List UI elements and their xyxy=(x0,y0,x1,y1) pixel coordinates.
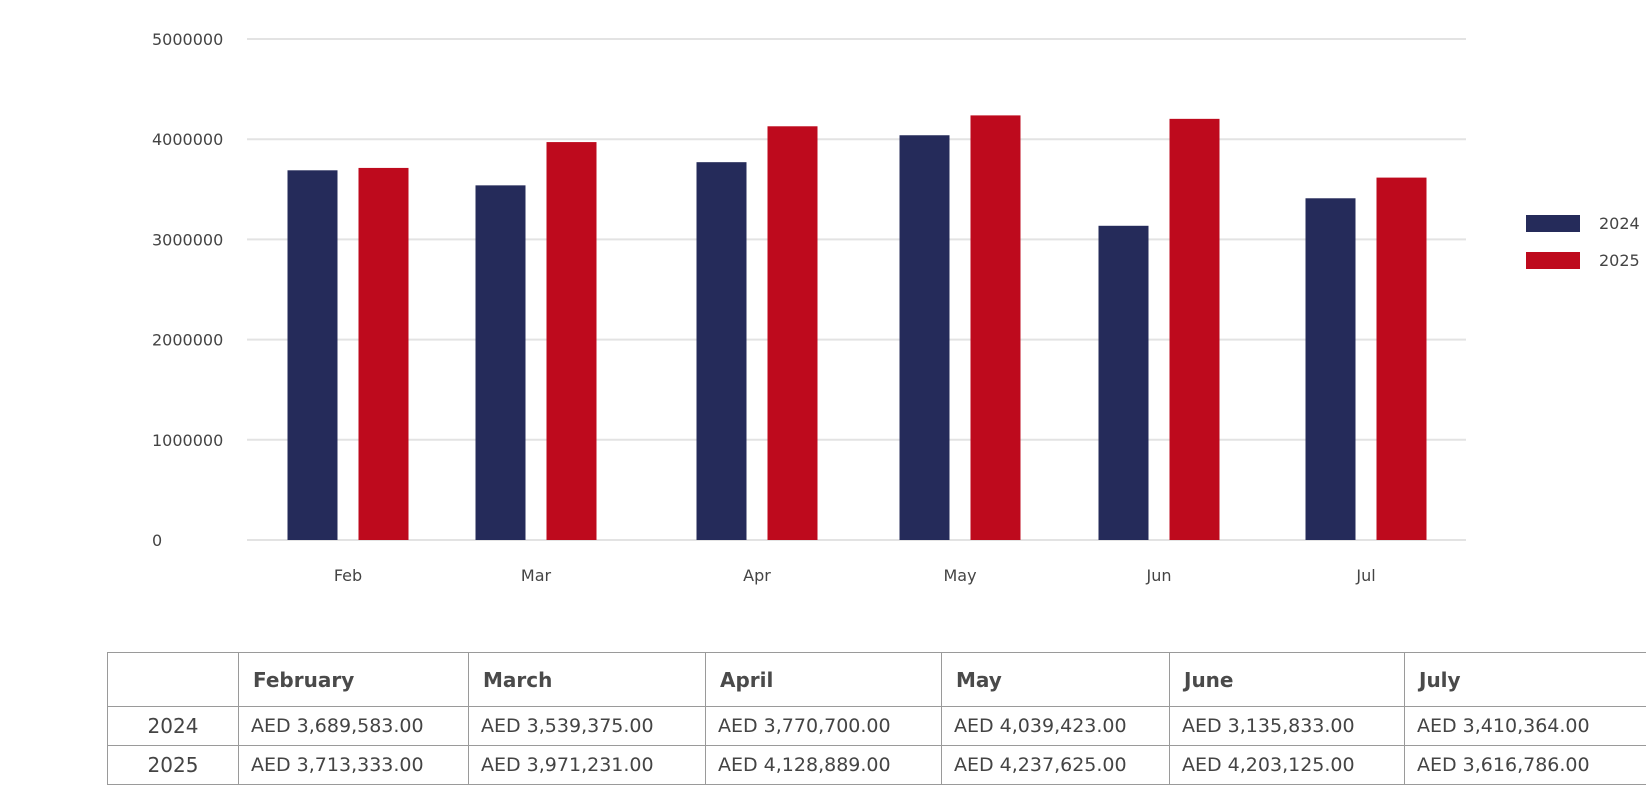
table-cell: AED 3,689,583.00 xyxy=(238,706,469,746)
legend-swatch-2025 xyxy=(1526,252,1580,269)
legend-label-2025: 2025 xyxy=(1599,251,1640,270)
bar-2024-mar xyxy=(475,185,526,541)
bar-2024-jul xyxy=(1305,198,1356,540)
table-header-april: April xyxy=(705,652,942,707)
bar-2024-jun xyxy=(1098,225,1149,540)
table-cell: AED 4,203,125.00 xyxy=(1169,745,1405,785)
table-header-july: July xyxy=(1404,652,1646,707)
y-axis: 0 1000000 2000000 3000000 4000000 5000000 xyxy=(152,30,223,550)
legend: 2024 2025 xyxy=(1526,214,1640,270)
table-header-corner xyxy=(107,652,239,707)
bar-2024-apr xyxy=(696,162,747,541)
x-axis: Feb Mar Apr May Jun Jul xyxy=(334,566,1376,585)
y-tick-label: 0 xyxy=(152,531,162,550)
table-cell: AED 4,237,625.00 xyxy=(941,745,1170,785)
table-header-march: March xyxy=(468,652,706,707)
x-tick-label: Jun xyxy=(1146,566,1172,585)
x-tick-label: Feb xyxy=(334,566,362,585)
row-label: 2024 xyxy=(107,706,239,746)
gridlines xyxy=(247,38,1466,541)
bar-2024-feb xyxy=(287,170,338,541)
table-cell: AED 3,770,700.00 xyxy=(705,706,942,746)
table-header-row: February March April May June July xyxy=(107,652,1646,707)
table-cell: AED 3,713,333.00 xyxy=(238,745,469,785)
table-header-june: June xyxy=(1169,652,1405,707)
table-cell: AED 3,971,231.00 xyxy=(468,745,706,785)
x-tick-label: Jul xyxy=(1355,566,1375,585)
bar-2025-jul xyxy=(1376,177,1427,541)
bar-2024-may xyxy=(899,135,950,540)
table-row: 2024 AED 3,689,583.00 AED 3,539,375.00 A… xyxy=(107,706,1646,746)
bar-chart: 0 1000000 2000000 3000000 4000000 5000000 Feb… xyxy=(152,30,1640,585)
y-tick-label: 2000000 xyxy=(152,331,223,350)
x-tick-label: May xyxy=(943,566,976,585)
table-row: 2025 AED 3,713,333.00 AED 3,971,231.00 A… xyxy=(107,745,1646,785)
table-header-february: February xyxy=(238,652,469,707)
bars xyxy=(287,115,1427,541)
bar-2025-jun xyxy=(1169,118,1220,541)
data-table: February March April May June July 2024 … xyxy=(107,652,1646,785)
y-tick-label: 5000000 xyxy=(152,30,223,49)
table-cell: AED 3,410,364.00 xyxy=(1404,706,1646,746)
bar-2025-mar xyxy=(546,142,597,541)
table-cell: AED 4,039,423.00 xyxy=(941,706,1170,746)
table-header-may: May xyxy=(941,652,1170,707)
table-cell: AED 3,135,833.00 xyxy=(1169,706,1405,746)
table-cell: AED 3,539,375.00 xyxy=(468,706,706,746)
legend-label-2024: 2024 xyxy=(1599,214,1640,233)
bar-2025-feb xyxy=(358,167,409,541)
y-tick-label: 3000000 xyxy=(152,230,223,249)
table-cell: AED 3,616,786.00 xyxy=(1404,745,1646,785)
table-cell: AED 4,128,889.00 xyxy=(705,745,942,785)
bar-2025-may xyxy=(970,115,1021,540)
row-label: 2025 xyxy=(107,745,239,785)
y-tick-label: 1000000 xyxy=(152,431,223,450)
legend-swatch-2024 xyxy=(1526,215,1580,232)
y-tick-label: 4000000 xyxy=(152,130,223,149)
x-tick-label: Mar xyxy=(521,566,552,585)
bar-2025-apr xyxy=(767,126,818,540)
x-tick-label: Apr xyxy=(743,566,771,585)
